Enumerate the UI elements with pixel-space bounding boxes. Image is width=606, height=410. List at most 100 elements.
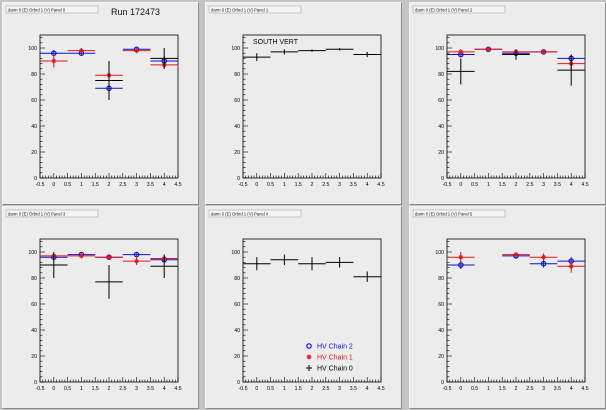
series-chain0 bbox=[40, 252, 178, 299]
data-point bbox=[67, 253, 96, 259]
x-tick-label: 0 bbox=[52, 386, 55, 392]
panel-title-box: darm 0 (E) Orbrd 1 (V) Panel 4 bbox=[208, 209, 302, 218]
star-arm bbox=[134, 48, 139, 53]
x-tick-label: 2.5 bbox=[526, 386, 533, 392]
star-arm bbox=[51, 58, 56, 64]
data-point bbox=[243, 257, 271, 271]
chart-panel-2: darm 0 (E) Orbrd 1 (V) Panel 1 0 20 40 60 80 1… bbox=[205, 2, 402, 205]
x-tick-label: 3.5 bbox=[350, 182, 357, 188]
x-tick-label: 0 bbox=[52, 182, 55, 188]
x-tick-label: 1 bbox=[283, 386, 286, 392]
panel-title-frame bbox=[5, 5, 99, 14]
data-point bbox=[67, 48, 96, 54]
chart-svg-5: darm 0 (E) Orbrd 1 (V) Panel 40204060801… bbox=[208, 209, 385, 392]
panel-title: darm 0 (E) Orbrd 1 (V) Panel 1 bbox=[211, 8, 269, 13]
x-tick-label: 1.5 bbox=[295, 386, 302, 392]
chain1-marker bbox=[79, 253, 84, 259]
x-tick-label: 4 bbox=[163, 182, 166, 188]
y-tick-label: 100 bbox=[231, 250, 240, 256]
series-chain1 bbox=[447, 252, 585, 273]
chart-panel-3: darm 0 (E) Orbrd 1 (V) Panel 2 0 20 40 60 80 1… bbox=[409, 2, 606, 205]
chart-svg-6: darm 0 (E) Orbrd 1 (V) Panel 50204060801… bbox=[412, 209, 589, 392]
x-tick-label: 2 bbox=[108, 386, 111, 392]
y-tick-label: 40 bbox=[31, 328, 37, 334]
data-point bbox=[529, 49, 558, 55]
x-tick-label: 1.5 bbox=[92, 182, 99, 188]
run-label: Run 172473 bbox=[111, 7, 160, 17]
chain2-marker bbox=[457, 262, 464, 268]
panel-title-frame bbox=[412, 209, 506, 218]
x-tick-label: 3.5 bbox=[554, 386, 561, 392]
panel-title-box: darm 0 (E) Orbrd 1 (V) Panel 3 bbox=[5, 209, 99, 218]
y-tick-label: 0 bbox=[237, 176, 240, 182]
y-tick-label: 0 bbox=[237, 380, 240, 386]
y-tick-label: 20 bbox=[438, 354, 444, 360]
legend-star-icon bbox=[306, 354, 312, 360]
data-point bbox=[557, 54, 585, 86]
legend-item: HV Chain 2 bbox=[306, 343, 353, 351]
x-tick-label: 3 bbox=[135, 386, 138, 392]
star-arm bbox=[79, 48, 84, 53]
panel-title: darm 0 (E) Orbrd 1 (V) Panel 5 bbox=[415, 212, 473, 217]
x-tick-label: 1 bbox=[487, 386, 490, 392]
chart-panel-4: darm 0 (E) Orbrd 1 (V) Panel 3 0 20 40 60 80 1… bbox=[2, 206, 199, 409]
data-point bbox=[150, 48, 178, 69]
chain1-marker bbox=[79, 48, 84, 53]
plot-frame bbox=[242, 34, 382, 179]
x-tick-label: 1.5 bbox=[499, 386, 506, 392]
data-point bbox=[447, 252, 475, 263]
x-tick-label: 1.5 bbox=[295, 182, 302, 188]
x-tick-label: 0.5 bbox=[64, 182, 71, 188]
x-tick-label: 3.5 bbox=[350, 386, 357, 392]
chart-svg-2: darm 0 (E) Orbrd 1 (V) Panel 10204060801… bbox=[208, 5, 385, 188]
legend-label: HV Chain 1 bbox=[317, 355, 353, 362]
chart-svg-1: darm 0 (E) Orbrd 1 (V) Panel 0 Run 172473… bbox=[5, 5, 182, 188]
y-tick-label: 100 bbox=[435, 46, 444, 52]
star-arm bbox=[134, 259, 139, 264]
chain1-marker bbox=[51, 58, 57, 64]
y-tick-label: 80 bbox=[438, 72, 444, 78]
chain2-marker bbox=[540, 260, 547, 267]
star-arm bbox=[106, 255, 112, 260]
data-point bbox=[122, 48, 151, 54]
y-tick-label: 0 bbox=[34, 380, 37, 386]
data-point bbox=[95, 265, 123, 299]
y-tick-label: 80 bbox=[234, 276, 240, 282]
y-tick-label: 60 bbox=[31, 302, 37, 308]
panel-title-frame bbox=[412, 5, 506, 14]
data-point bbox=[270, 49, 299, 55]
data-point bbox=[353, 51, 381, 58]
x-tick-label: 2.5 bbox=[322, 182, 329, 188]
star-arm bbox=[513, 252, 519, 257]
panel-title-frame bbox=[208, 5, 302, 14]
chain1-marker bbox=[106, 254, 112, 260]
legend-item: HV Chain 0 bbox=[306, 365, 353, 373]
y-tick-label: 20 bbox=[438, 150, 444, 156]
data-point bbox=[150, 254, 178, 278]
panel-title: darm 0 (E) Orbrd 1 (V) Panel 0 bbox=[8, 8, 66, 13]
x-tick-label: -0.5 bbox=[239, 386, 248, 392]
star-arm bbox=[458, 49, 463, 54]
x-tick-label: 4 bbox=[570, 386, 573, 392]
y-tick-label: 60 bbox=[234, 98, 240, 104]
data-point bbox=[95, 61, 123, 100]
y-tick-label: 80 bbox=[31, 72, 37, 78]
y-tick-label: 100 bbox=[28, 46, 37, 52]
data-point bbox=[557, 259, 585, 273]
chain2-marker bbox=[133, 251, 140, 258]
x-tick-label: 4.5 bbox=[377, 386, 384, 392]
x-tick-label: 1 bbox=[283, 182, 286, 188]
x-tick-label: 4.5 bbox=[174, 386, 181, 392]
x-tick-label: 3 bbox=[338, 386, 341, 392]
star-arm bbox=[306, 354, 312, 360]
data-point bbox=[122, 257, 151, 265]
panel-annotation: SOUTH VERT bbox=[253, 39, 299, 46]
y-tick-label: 20 bbox=[31, 354, 37, 360]
legend-circle-icon bbox=[306, 343, 312, 349]
x-tick-label: 4.5 bbox=[581, 386, 588, 392]
x-tick-label: 2.5 bbox=[322, 386, 329, 392]
x-tick-label: 1 bbox=[487, 182, 490, 188]
y-tick-label: 60 bbox=[438, 302, 444, 308]
plot-frame bbox=[39, 238, 179, 383]
